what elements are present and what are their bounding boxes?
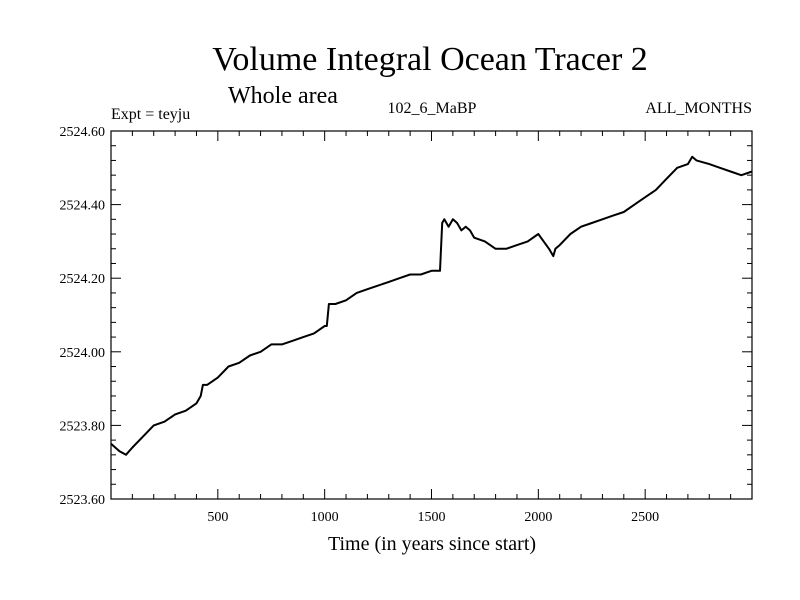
- x-tick-label: 2500: [631, 510, 659, 525]
- x-tick-label: 1500: [418, 510, 446, 525]
- chart-title: Volume Integral Ocean Tracer 2: [212, 41, 648, 78]
- y-tick-label: 2523.60: [60, 493, 106, 508]
- y-tick-label: 2523.80: [60, 419, 106, 434]
- x-axis-label: Time (in years since start): [328, 533, 536, 555]
- experiment-label: Expt = teyju: [111, 106, 190, 123]
- chart-subtitle: Whole area: [228, 83, 338, 109]
- x-tick-label: 1000: [311, 510, 339, 525]
- x-axis-ticks: 500 1000 1500 2000 2500: [131, 131, 732, 525]
- x-tick-label: 2000: [524, 510, 552, 525]
- series-line: [110, 155, 753, 456]
- y-tick-label: 2524.20: [60, 272, 106, 287]
- y-tick-label: 2524.60: [60, 125, 106, 140]
- period-label: 102_6_MaBP: [388, 100, 477, 117]
- months-label: ALL_MONTHS: [645, 100, 752, 117]
- x-tick-label: 500: [207, 510, 228, 525]
- y-tick-label: 2524.00: [60, 346, 106, 361]
- y-tick-label: 2524.40: [60, 199, 106, 214]
- y-axis-ticks: 2523.60 2523.80 2524.00 2524.20 2524.40 2524.…: [60, 125, 752, 508]
- plot-frame: [110, 130, 753, 500]
